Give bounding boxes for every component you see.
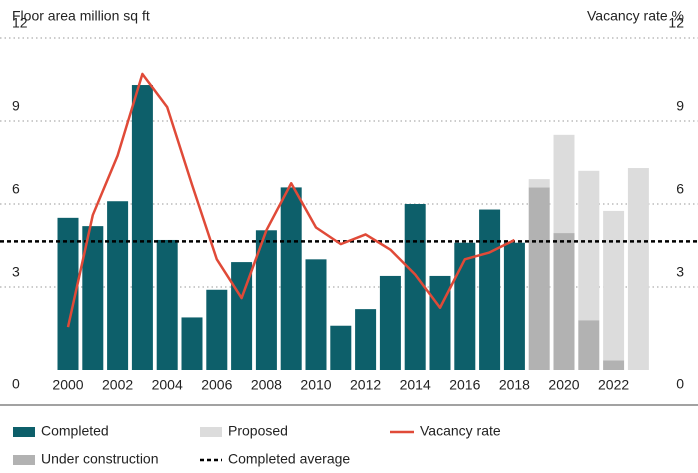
y2-tick-label: 3: [676, 264, 684, 280]
bar: [578, 320, 600, 370]
bar: [255, 230, 277, 370]
x-tick-label: 2008: [251, 377, 282, 393]
legend-label: Vacancy rate: [420, 423, 501, 439]
y2-tick-label: 0: [676, 376, 684, 392]
legend-swatch: [13, 455, 35, 465]
x-tick-label: 2020: [548, 377, 579, 393]
x-tick-label: 2014: [400, 377, 431, 393]
y2-tick-label: 6: [676, 181, 684, 197]
bar: [280, 187, 302, 370]
y-axis-title: Floor area million sq ft: [12, 8, 150, 24]
legend-label: Under construction: [41, 451, 159, 467]
legend-label: Proposed: [228, 423, 288, 439]
bar: [627, 168, 649, 370]
x-tick-label: 2022: [598, 377, 629, 393]
x-tick-label: 2004: [152, 377, 183, 393]
legend-swatch: [13, 427, 35, 437]
x-tick-label: 2002: [102, 377, 133, 393]
x-tick-label: 2018: [499, 377, 530, 393]
legend-label: Completed average: [228, 451, 350, 467]
bar: [454, 242, 476, 370]
bar: [528, 179, 550, 188]
bar: [503, 242, 525, 370]
bar: [181, 317, 203, 370]
bar: [206, 289, 228, 370]
bar: [156, 239, 178, 370]
y-tick-label: 0: [12, 376, 20, 392]
bar: [429, 275, 451, 370]
y-tick-label: 12: [12, 15, 28, 31]
y-tick-label: 3: [12, 264, 20, 280]
x-tick-label: 2012: [350, 377, 381, 393]
y-tick-label: 9: [12, 98, 20, 114]
bar: [404, 204, 426, 370]
bar: [553, 134, 575, 234]
line-series: [66, 72, 515, 328]
bar: [131, 85, 153, 371]
bar: [603, 360, 625, 370]
y2-axis-title: Vacancy rate %: [587, 8, 684, 24]
x-tick-label: 2006: [201, 377, 232, 393]
bar: [578, 170, 600, 321]
bar: [553, 233, 575, 370]
bar: [107, 201, 129, 370]
y2-tick-label: 12: [668, 15, 684, 31]
bar: [528, 187, 550, 370]
bar: [330, 325, 352, 370]
bar: [479, 209, 501, 370]
legend-swatch: [200, 427, 222, 437]
bar: [379, 275, 401, 370]
x-tick-label: 2010: [300, 377, 331, 393]
bar: [355, 309, 377, 370]
y2-tick-label: 9: [676, 98, 684, 114]
bar: [57, 217, 79, 370]
bar: [82, 226, 104, 370]
legend-label: Completed: [41, 423, 109, 439]
bar: [603, 210, 625, 361]
bar: [305, 259, 327, 370]
x-tick-label: 2000: [52, 377, 83, 393]
y-tick-label: 6: [12, 181, 20, 197]
x-tick-label: 2016: [449, 377, 480, 393]
